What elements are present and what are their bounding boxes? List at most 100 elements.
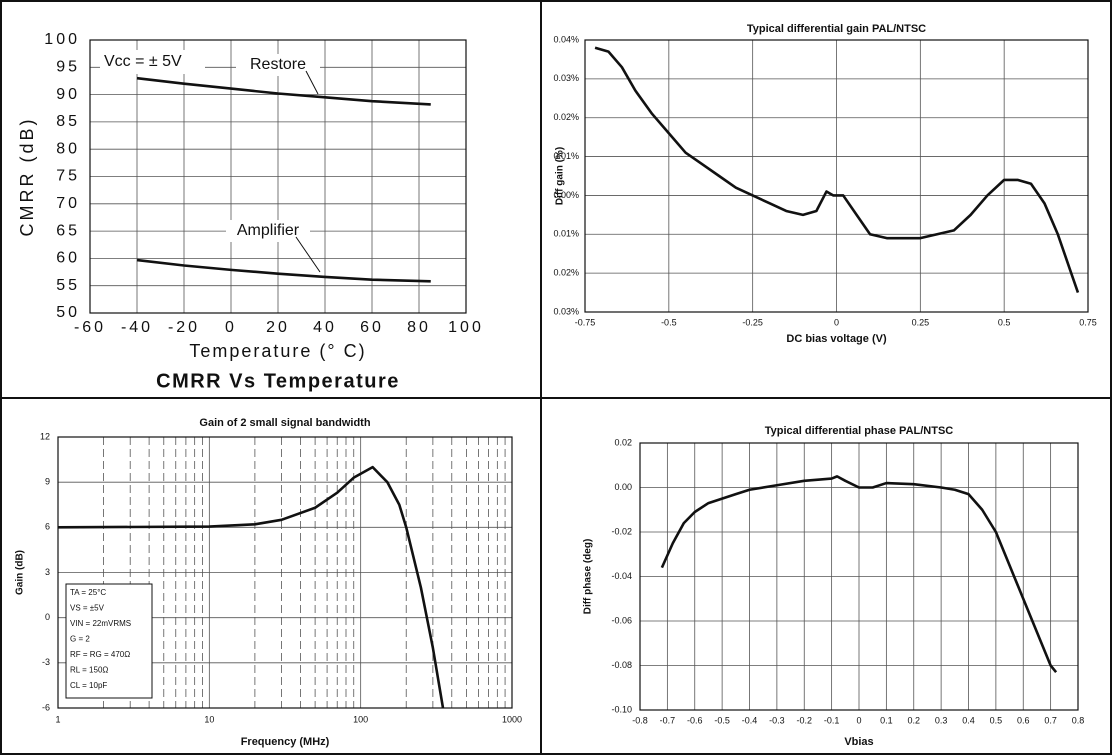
series-line bbox=[136, 258, 431, 283]
x-tick-label: 0.25 bbox=[912, 317, 930, 327]
y-tick-label: 0.03% bbox=[553, 73, 579, 83]
x-tick-label: -0.1 bbox=[824, 715, 840, 725]
chart-title: Typical differential phase PAL/NTSC bbox=[765, 425, 954, 437]
x-tick-label: 0 bbox=[225, 319, 237, 336]
x-tick-label: 0 bbox=[834, 317, 839, 327]
chart-title: Gain of 2 small signal bandwidth bbox=[199, 417, 370, 429]
x-tick-label: 100 bbox=[448, 319, 484, 336]
x-axis-label: Temperature (° C) bbox=[189, 341, 366, 361]
x-tick-label: 1000 bbox=[502, 714, 522, 724]
x-tick-label: 1 bbox=[55, 714, 60, 724]
notes-box bbox=[65, 583, 153, 699]
y-tick-label: 0.02% bbox=[553, 268, 579, 278]
x-tick-label: 60 bbox=[360, 319, 384, 336]
y-tick-label: 95 bbox=[56, 59, 80, 76]
x-tick-label: 80 bbox=[407, 319, 431, 336]
x-axis-label: Vbias bbox=[844, 736, 873, 748]
y-tick-label: 0.01% bbox=[553, 229, 579, 239]
x-tick-label: 0.7 bbox=[1044, 715, 1057, 725]
x-tick-label: 20 bbox=[266, 319, 290, 336]
x-tick-label: -40 bbox=[121, 319, 153, 336]
x-tick-label: 100 bbox=[353, 714, 368, 724]
plot-frame bbox=[89, 39, 467, 314]
x-axis-label: DC bias voltage (V) bbox=[786, 333, 887, 345]
y-tick-label: 80 bbox=[56, 140, 80, 157]
y-tick-label: 0 bbox=[45, 612, 50, 622]
chart-title: CMRR Vs Temperature bbox=[156, 370, 400, 392]
y-axis-label: CMRR (dB) bbox=[17, 117, 37, 237]
note-line: RF = RG = 470Ω bbox=[70, 650, 130, 659]
y-tick-label: 60 bbox=[56, 250, 80, 267]
y-tick-label: 0.00% bbox=[553, 190, 579, 200]
series-label: Amplifier bbox=[237, 222, 300, 239]
note-line: VIN = 22mVRMS bbox=[70, 619, 131, 628]
y-tick-label: 0.00 bbox=[614, 482, 632, 492]
note-line: TA = 25°C bbox=[70, 588, 106, 597]
label-bg bbox=[226, 220, 310, 242]
y-tick-label: -0.04 bbox=[611, 571, 632, 581]
annotation: Vcc = ± 5V bbox=[104, 53, 182, 70]
note-line: RL = 150Ω bbox=[70, 666, 108, 675]
x-tick-label: 10 bbox=[204, 714, 214, 724]
label-bg bbox=[236, 54, 320, 76]
series-line bbox=[594, 46, 1080, 293]
x-tick-label: -0.75 bbox=[575, 317, 596, 327]
note-line: VS = ±5V bbox=[70, 604, 105, 613]
y-tick-label: 90 bbox=[56, 86, 80, 103]
plot-frame bbox=[57, 436, 513, 709]
y-axis-label: Gain (dB) bbox=[15, 550, 26, 595]
x-tick-label: -0.8 bbox=[632, 715, 648, 725]
series-line bbox=[136, 76, 431, 106]
y-tick-label: 65 bbox=[56, 222, 80, 239]
y-tick-label: 9 bbox=[45, 477, 50, 487]
y-tick-label: 50 bbox=[56, 304, 80, 321]
x-tick-label: -60 bbox=[74, 319, 106, 336]
y-tick-label: -0.02 bbox=[611, 526, 632, 536]
x-tick-label: 0.2 bbox=[907, 715, 920, 725]
y-tick-label: -3 bbox=[42, 657, 50, 667]
y-tick-label: -0.06 bbox=[611, 615, 632, 625]
x-tick-label: 0.4 bbox=[962, 715, 975, 725]
y-tick-label: 6 bbox=[45, 522, 50, 532]
y-axis-label: Diff phase (deg) bbox=[583, 539, 594, 615]
x-tick-label: -0.25 bbox=[742, 317, 763, 327]
x-tick-label: 40 bbox=[313, 319, 337, 336]
y-tick-label: 75 bbox=[56, 168, 80, 185]
note-line: G = 2 bbox=[70, 635, 90, 644]
y-tick-label: 12 bbox=[40, 431, 50, 441]
leader-line bbox=[295, 236, 321, 273]
x-tick-label: 0.3 bbox=[935, 715, 948, 725]
y-tick-label: 0.03% bbox=[553, 306, 579, 316]
x-tick-label: 0.1 bbox=[880, 715, 893, 725]
x-tick-label: -0.5 bbox=[714, 715, 730, 725]
y-tick-label: 55 bbox=[56, 277, 80, 294]
chart-title: Typical differential gain PAL/NTSC bbox=[747, 23, 926, 35]
x-tick-label: 0.8 bbox=[1072, 715, 1085, 725]
x-tick-label: -0.7 bbox=[660, 715, 676, 725]
x-tick-label: 0.5 bbox=[990, 715, 1003, 725]
plot-frame bbox=[639, 442, 1079, 711]
y-tick-label: 3 bbox=[45, 567, 50, 577]
x-tick-label: -0.6 bbox=[687, 715, 703, 725]
x-tick-label: -0.2 bbox=[796, 715, 812, 725]
y-tick-label: 0.01% bbox=[553, 151, 579, 161]
y-tick-label: -0.08 bbox=[611, 660, 632, 670]
y-tick-label: 100 bbox=[44, 31, 80, 48]
series-line bbox=[57, 465, 445, 709]
x-tick-label: -0.4 bbox=[742, 715, 758, 725]
note-line: CL = 10pF bbox=[70, 681, 107, 690]
series-label: Restore bbox=[250, 56, 306, 73]
y-tick-label: 0.04% bbox=[553, 34, 579, 44]
y-tick-label: 85 bbox=[56, 113, 80, 130]
leader-line bbox=[305, 70, 319, 95]
x-tick-label: 0 bbox=[856, 715, 861, 725]
x-tick-label: -0.5 bbox=[661, 317, 677, 327]
y-tick-label: 0.02% bbox=[553, 112, 579, 122]
x-tick-label: 0.5 bbox=[998, 317, 1011, 327]
y-tick-label: -0.10 bbox=[611, 704, 632, 714]
y-tick-label: -6 bbox=[42, 702, 50, 712]
x-axis-label: Frequency (MHz) bbox=[241, 736, 330, 748]
